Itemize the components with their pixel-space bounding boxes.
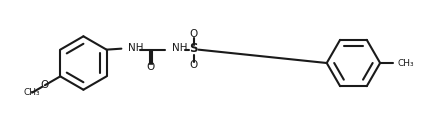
- Text: O: O: [41, 80, 49, 90]
- Text: NH: NH: [172, 43, 187, 53]
- Text: O: O: [189, 60, 197, 70]
- Text: CH₃: CH₃: [398, 59, 414, 68]
- Text: O: O: [146, 62, 154, 73]
- Text: NH: NH: [128, 43, 144, 53]
- Text: CH₃: CH₃: [24, 88, 41, 97]
- Text: S: S: [189, 42, 198, 55]
- Text: O: O: [189, 29, 197, 39]
